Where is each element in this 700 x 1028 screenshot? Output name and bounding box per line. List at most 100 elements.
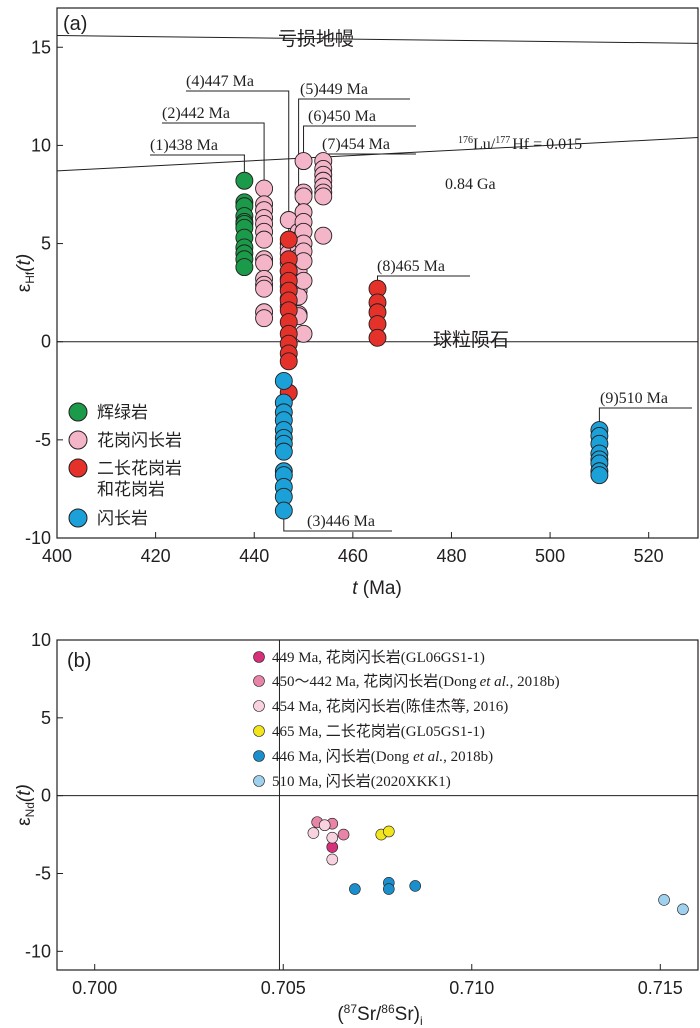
legend-label-diabase: 辉绿岩 <box>97 403 148 422</box>
panel-a-point-s1-43 <box>294 252 313 271</box>
panel-a-point-s3-7 <box>274 442 293 461</box>
age-label-2: (2)442 Ma <box>162 105 230 122</box>
legend-marker-diabase <box>68 402 88 422</box>
legend-label-446ma-text: 446 Ma, 闪长岩(Dong <box>272 748 410 765</box>
age-callout-leader-3 <box>283 518 392 532</box>
legend-marker-449ma-granodiorite <box>253 651 265 663</box>
age-callout-leader-5 <box>303 125 308 154</box>
panel-b-chart: 0.700 0.705 0.710 0.715 -10 -5 0 5 10 (b) 449 Ma… <box>14 630 699 1028</box>
panel-b-x-axis-title-sub: i <box>420 1014 423 1028</box>
legend-marker-450-442ma-granodiorite <box>253 675 265 687</box>
panel-a-data-points <box>235 152 609 520</box>
panel-a-point-s3-0 <box>274 372 293 390</box>
legend-label-monzogranite-line2: 和花岗岩 <box>97 480 165 499</box>
panel-a-point-s2-0 <box>279 230 298 249</box>
legend-label-450-442ma-italic: et al. <box>480 674 510 690</box>
panel-b-x-axis-title-sup2: 86 <box>381 1002 395 1016</box>
panel-b-x-tick-label-3: 0.715 <box>638 978 683 998</box>
panel-b-legend: 449 Ma, 花岗闪长岩(GL06GS1-1) 450～442 Ma, 花岗闪… <box>253 649 560 790</box>
panel-a-point-s3-20 <box>590 466 609 485</box>
panel-b-data-points <box>307 816 689 916</box>
lu-hf-ratio-rest: Hf = 0.015 <box>512 136 582 153</box>
lu-hf-ratio-label: 176Lu/177 Hf = 0.015 <box>458 135 582 153</box>
panel-b-y-axis-title-sub: Nd <box>23 802 37 817</box>
legend-marker-granodiorite <box>68 430 88 450</box>
panel-a-axes-ticks: 400 420 440 460 480 500 520 -10 -5 0 5 10 15 <box>25 37 664 566</box>
panel-a-point-s1-0 <box>255 179 274 198</box>
panel-b-point-s2-0 <box>307 827 320 839</box>
legend-label-450-442ma-text: 450～442 Ma, 花岗闪长岩(Dong <box>272 673 477 690</box>
age-label-7: (7)454 Ma <box>322 136 390 153</box>
legend-label-monzogranite: 二长花岗岩 <box>97 459 182 478</box>
depleted-mantle-label: 亏损地幔 <box>278 28 354 50</box>
panel-a-x-axis-title: t (Ma) <box>352 578 402 599</box>
age-label-8: (8)465 Ma <box>377 258 445 275</box>
legend-label-450-442ma-granodiorite: 450～442 Ma, 花岗闪长岩(Dong et al., 2018b) <box>272 673 560 690</box>
panel-b-y-tick-label-1: -5 <box>35 863 51 883</box>
panel-a-y-tick-label-1: -5 <box>35 430 51 450</box>
crust-age-label: 0.84 Ga <box>445 176 496 193</box>
panel-a-x-tick-label-0: 400 <box>42 546 72 566</box>
panel-b-reference-lines <box>57 640 698 970</box>
age-label-9: (9)510 Ma <box>600 390 668 407</box>
panel-b-x-tick-label-2: 0.710 <box>449 978 494 998</box>
panel-b-x-axis-title: (87Sr/86Sr)i <box>337 1002 422 1028</box>
panel-a-x-tick-label-5: 500 <box>535 546 565 566</box>
panel-a-age-callouts <box>150 90 692 532</box>
age-callout-leader-8 <box>598 407 600 423</box>
legend-label-diorite: 闪长岩 <box>97 509 148 528</box>
panel-a-x-tick-label-2: 440 <box>239 546 269 566</box>
legend-marker-446ma-diorite <box>253 750 265 762</box>
panel-a-point-s0-0 <box>235 171 254 190</box>
depleted-mantle-line <box>56 34 699 44</box>
age-label-1: (1)438 Ma <box>150 137 218 154</box>
panel-b-point-s2-3 <box>326 853 339 866</box>
panel-b-point-s1-2 <box>337 828 350 841</box>
panel-a-point-s1-6 <box>255 230 274 249</box>
panel-a-x-tick-label-3: 460 <box>338 546 368 566</box>
panel-a-point-s2-11 <box>279 352 298 371</box>
panel-b-x-axis-title-sup1: 87 <box>344 1002 358 1016</box>
panel-a-y-tick-label-0: -10 <box>25 528 51 548</box>
panel-b-point-s2-2 <box>326 831 339 844</box>
panel-a-point-s1-52 <box>314 187 333 206</box>
panel-b-x-tick-label-0: 0.700 <box>72 978 117 998</box>
panel-b-x-axis-title-post: Sr) <box>395 1004 420 1025</box>
panel-b-x-axis-title-mid: Sr/ <box>357 1004 382 1025</box>
panel-a-y-tick-label-2: 0 <box>41 332 51 352</box>
panel-b-point-s3-1 <box>383 825 395 838</box>
age-label-3: (3)446 Ma <box>307 513 375 530</box>
age-callout-leader-7 <box>377 275 378 281</box>
panel-b-plot-frame <box>56 639 699 971</box>
panel-b-point-s5-0 <box>658 894 670 906</box>
panel-b-y-axis-title-paren: (t) <box>14 784 35 802</box>
panel-a-x-axis-title-rest: (Ma) <box>357 578 401 599</box>
panel-a-x-tick-label-6: 520 <box>634 546 664 566</box>
panel-b-y-axis-title: εNd(t) <box>14 784 37 826</box>
panel-a-x-tick-label-1: 420 <box>141 546 171 566</box>
panel-b-point-s4-2 <box>383 883 395 895</box>
panel-a-point-s1-35 <box>294 152 313 171</box>
panel-a-chart: 400 420 440 460 480 500 520 -10 -5 0 5 10 15 (a) 亏损地… <box>14 7 699 599</box>
panel-b-point-s5-1 <box>677 903 689 916</box>
age-label-5: (5)449 Ma <box>300 81 368 98</box>
legend-label-449ma-granodiorite: 449 Ma, 花岗闪长岩(GL06GS1-1) <box>272 649 485 666</box>
panel-b-point-s2-1 <box>318 819 331 832</box>
panel-a-label: (a) <box>63 13 87 35</box>
lu-hf-ratio-mid: Lu/ <box>473 136 496 153</box>
panel-a-point-s1-13 <box>255 309 274 328</box>
legend-marker-510ma-diorite <box>253 775 265 787</box>
legend-label-450-442ma-post: , 2018b) <box>510 674 560 690</box>
panel-a-point-s0-11 <box>235 258 254 277</box>
legend-label-465ma-monzogranite: 465 Ma, 二长花岗岩(GL05GS1-1) <box>272 723 485 740</box>
panel-a-y-tick-label-5: 15 <box>31 37 51 57</box>
panel-a-y-tick-label-4: 10 <box>31 135 51 155</box>
age-callout-leader-3 <box>286 90 290 232</box>
legend-label-446ma-italic: et al. <box>413 749 443 765</box>
panel-b-x-axis-title-pre: ( <box>337 1004 344 1025</box>
panel-a-y-axis-title-sub: Hf <box>23 271 37 284</box>
legend-marker-monzogranite <box>68 458 88 478</box>
panel-b-y-tick-label-3: 5 <box>41 708 51 728</box>
age-callout-leader-1 <box>243 154 245 173</box>
chur-label: 球粒陨石 <box>433 329 509 351</box>
